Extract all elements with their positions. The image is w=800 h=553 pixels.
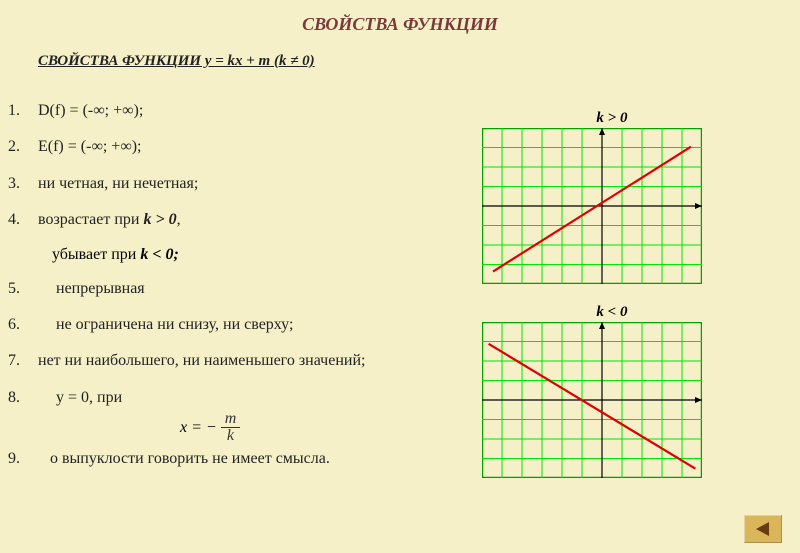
list-item: 6. не ограничена ни снизу, ни сверху; (8, 314, 480, 336)
list-item: 7. нет ни наибольшего, ни наименьшего зн… (8, 350, 480, 372)
item-text: о выпуклости говорить не имеет смысла. (50, 448, 330, 470)
equation-lhs: x = − (180, 419, 217, 437)
triangle-left-icon (753, 520, 773, 538)
item-number: 2. (8, 136, 38, 158)
chart-k-negative: k < 0 (482, 322, 702, 478)
fraction-denominator: k (221, 428, 241, 444)
page-title: СВОЙСТВА ФУНКЦИИ (0, 0, 800, 35)
fraction-numerator: m (221, 411, 241, 428)
sub-item-bold: k < 0; (140, 246, 178, 263)
list-item: 4. возрастает при k > 0, (8, 209, 480, 231)
properties-list-cont: 5. непрерывная 6. не ограничена ни снизу… (0, 278, 480, 410)
item-text-bold: k > 0 (143, 211, 176, 228)
list-item: 9. о выпуклости говорить не имеет смысла… (8, 448, 480, 470)
properties-list-end: 9. о выпуклости говорить не имеет смысла… (0, 448, 480, 470)
properties-list: 1. D(f) = (-∞; +∞); 2. E(f) = (-∞; +∞); … (0, 100, 480, 232)
item-text: E(f) = (-∞; +∞); (38, 136, 142, 158)
list-item: 1. D(f) = (-∞; +∞); (8, 100, 480, 122)
item-text: ни четная, ни нечетная; (38, 173, 198, 195)
chart-svg (482, 128, 702, 284)
item-number: 4. (8, 209, 38, 231)
item-number: 6. (8, 314, 38, 336)
item-text: не ограничена ни снизу, ни сверху; (56, 314, 293, 336)
item-number: 5. (8, 278, 38, 300)
list-item: 8. y = 0, при (8, 387, 480, 409)
item-text: непрерывная (56, 278, 145, 300)
item-text: нет ни наибольшего, ни наименьшего значе… (38, 350, 365, 372)
item-number: 1. (8, 100, 38, 122)
list-item: 5. непрерывная (8, 278, 480, 300)
subtitle: СВОЙСТВА ФУНКЦИИ y = kx + m (k ≠ 0) (38, 53, 800, 70)
sub-item: убывает при k < 0; (52, 246, 480, 264)
item-text-part: , (177, 211, 181, 228)
sub-item-text: убывает при (52, 246, 140, 263)
back-button[interactable] (744, 515, 782, 543)
equation: x = − m k (180, 411, 480, 444)
item-number: 7. (8, 350, 38, 372)
equation-fraction: m k (221, 411, 241, 444)
item-number: 9. (8, 448, 38, 470)
list-item: 2. E(f) = (-∞; +∞); (8, 136, 480, 158)
chart-svg (482, 322, 702, 478)
chart-k-positive: k > 0 (482, 128, 702, 284)
chart-label: k < 0 (596, 304, 627, 321)
list-item: 3. ни четная, ни нечетная; (8, 173, 480, 195)
item-text: D(f) = (-∞; +∞); (38, 100, 143, 122)
item-number: 3. (8, 173, 38, 195)
item-number: 8. (8, 387, 38, 409)
properties-list-container: 1. D(f) = (-∞; +∞); 2. E(f) = (-∞; +∞); … (0, 100, 480, 485)
item-text: возрастает при k > 0, (38, 209, 181, 231)
item-text-part: возрастает при (38, 211, 143, 228)
chart-label: k > 0 (596, 110, 627, 127)
item-text: y = 0, при (56, 387, 122, 409)
